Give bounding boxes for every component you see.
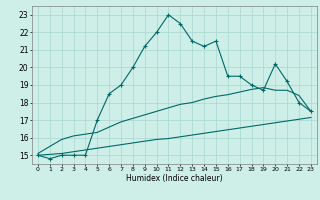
X-axis label: Humidex (Indice chaleur): Humidex (Indice chaleur) <box>126 174 223 183</box>
